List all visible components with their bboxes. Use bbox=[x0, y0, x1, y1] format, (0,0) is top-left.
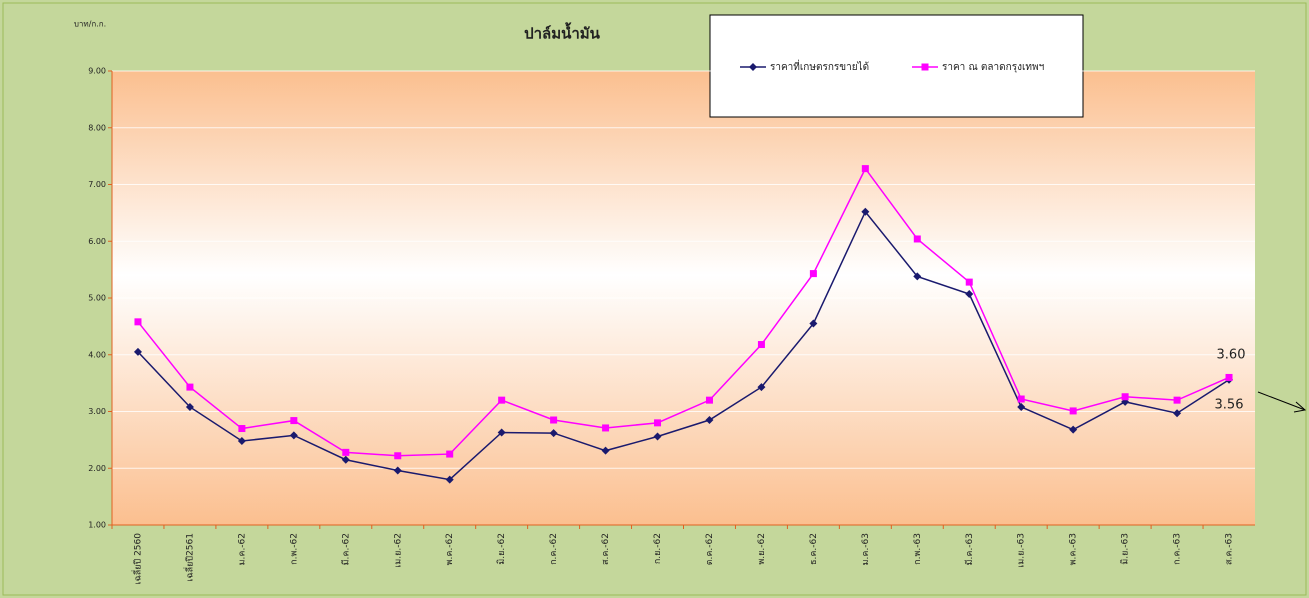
chart-title: ปาล์มน้ำมัน bbox=[524, 22, 601, 43]
data-point bbox=[1069, 407, 1077, 415]
data-point bbox=[238, 425, 246, 433]
data-point bbox=[757, 341, 765, 349]
data-point bbox=[498, 396, 506, 404]
data-point bbox=[393, 466, 402, 475]
data-point bbox=[550, 416, 558, 424]
data-point bbox=[289, 431, 298, 440]
arrow-head bbox=[1293, 401, 1307, 413]
y-tick-label: 9.00 bbox=[88, 67, 106, 76]
x-tick-label: ม.ค.-63 bbox=[861, 533, 871, 565]
x-tick-label: มิ.ย.-63 bbox=[1120, 533, 1131, 565]
data-point bbox=[913, 235, 921, 243]
y-tick-label: 4.00 bbox=[88, 350, 106, 359]
data-point bbox=[965, 290, 974, 299]
x-tick-label: เฉลี่ยปี 2560 bbox=[130, 533, 143, 585]
y-tick-label: 3.00 bbox=[88, 407, 106, 416]
x-tick-label: พ.ย.-62 bbox=[757, 533, 767, 565]
data-point bbox=[342, 448, 350, 456]
legend-marker bbox=[749, 63, 757, 71]
data-point bbox=[1069, 425, 1078, 434]
data-point bbox=[446, 450, 454, 458]
data-point bbox=[1173, 409, 1182, 418]
data-point bbox=[654, 419, 662, 427]
data-point bbox=[601, 446, 610, 455]
data-point bbox=[133, 347, 142, 356]
data-point bbox=[445, 475, 454, 484]
legend-label: ราคา ณ ตลาดกรุงเทพฯ bbox=[942, 62, 1044, 73]
x-tick-label: พ.ค.-62 bbox=[445, 533, 455, 565]
data-point bbox=[1017, 395, 1025, 403]
x-tick-label: มี.ค.-63 bbox=[964, 533, 975, 565]
data-point bbox=[1225, 373, 1233, 381]
data-point bbox=[1017, 402, 1026, 411]
data-point bbox=[134, 318, 142, 326]
x-tick-label: พ.ค.-63 bbox=[1069, 533, 1079, 565]
x-tick-label: ส.ค.-63 bbox=[1225, 533, 1235, 565]
y-tick-label: 8.00 bbox=[88, 123, 106, 132]
x-tick-label: ต.ค.-62 bbox=[705, 533, 715, 565]
x-tick-label: ก.พ.-63 bbox=[913, 533, 923, 565]
data-point bbox=[186, 383, 194, 391]
y-tick-label: 2.00 bbox=[88, 464, 106, 473]
annotation: 3.60 bbox=[1217, 348, 1246, 363]
data-point bbox=[549, 429, 558, 438]
data-point bbox=[809, 319, 818, 328]
data-point bbox=[1173, 396, 1181, 404]
x-tick-label: ธ.ค.-62 bbox=[809, 533, 819, 565]
x-tick-label: เม.ย.-63 bbox=[1017, 533, 1027, 568]
data-point bbox=[497, 428, 506, 437]
x-tick-label: ส.ค.-62 bbox=[601, 533, 611, 565]
data-point bbox=[290, 417, 298, 425]
annotation: 3.56 bbox=[1215, 398, 1244, 413]
x-tick-label: เม.ย.-62 bbox=[393, 533, 403, 568]
data-point bbox=[757, 383, 766, 392]
data-point bbox=[705, 396, 713, 404]
data-point bbox=[394, 452, 402, 460]
series-line bbox=[137, 210, 1230, 481]
x-tick-label: เฉลี่ยปี2561 bbox=[182, 533, 195, 582]
data-point bbox=[237, 437, 246, 446]
data-point bbox=[861, 207, 870, 216]
data-point bbox=[913, 272, 922, 281]
data-point bbox=[861, 165, 869, 173]
data-point bbox=[809, 270, 817, 278]
data-point bbox=[341, 455, 350, 464]
legend bbox=[709, 14, 1084, 118]
series-line bbox=[137, 167, 1230, 457]
x-tick-label: มิ.ย.-62 bbox=[496, 533, 507, 565]
x-tick-label: มี.ค.-62 bbox=[340, 533, 351, 565]
legend-label: ราคาที่เกษตรกรขายได้ bbox=[770, 59, 869, 73]
x-tick-label: ม.ค.-62 bbox=[237, 533, 247, 565]
y-axis-label: บาท/ก.ก. bbox=[74, 20, 106, 29]
data-point bbox=[653, 432, 662, 441]
data-point bbox=[185, 402, 194, 411]
data-point bbox=[1121, 393, 1129, 401]
legend-marker bbox=[921, 63, 929, 71]
y-tick-label: 5.00 bbox=[88, 294, 106, 303]
arrow bbox=[1257, 391, 1306, 411]
data-point bbox=[965, 278, 973, 286]
y-tick-label: 1.00 bbox=[88, 521, 106, 530]
y-tick-label: 6.00 bbox=[88, 237, 106, 246]
x-tick-label: ก.ย.-62 bbox=[653, 533, 663, 564]
y-tick-label: 7.00 bbox=[88, 180, 106, 189]
data-point bbox=[602, 424, 610, 432]
x-tick-label: ก.ค.-62 bbox=[549, 533, 559, 565]
x-tick-label: ก.ค.-63 bbox=[1173, 533, 1183, 565]
data-point bbox=[705, 416, 714, 425]
x-tick-label: ก.พ.-62 bbox=[289, 533, 299, 565]
